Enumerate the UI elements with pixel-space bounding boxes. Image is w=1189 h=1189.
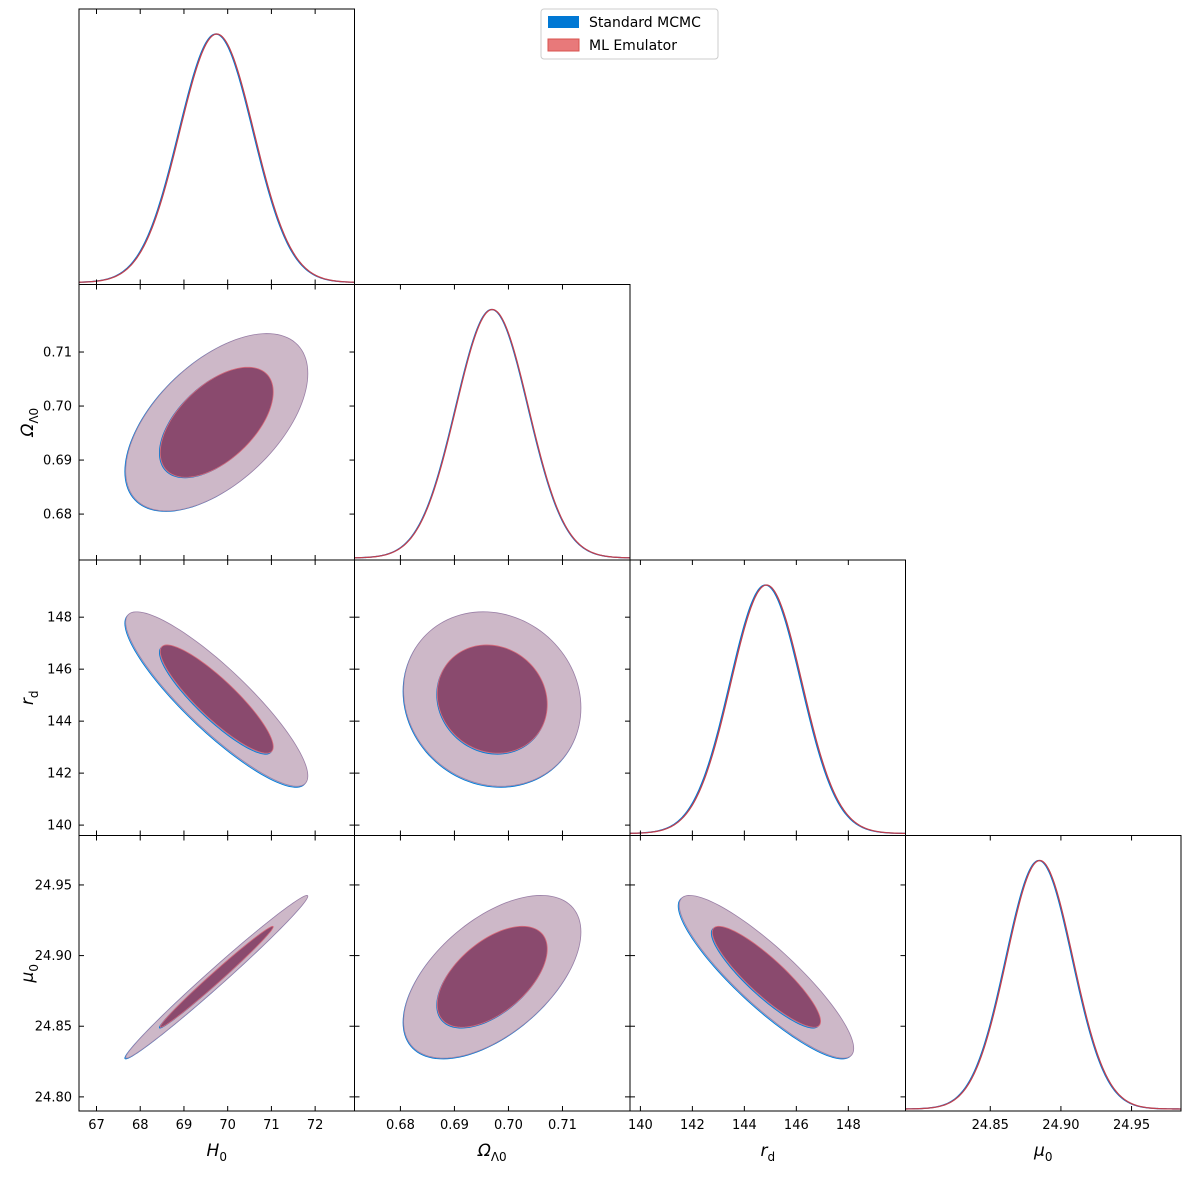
xtick-label-OmegaL0-3: 0.71	[548, 1118, 577, 1133]
ytick-label-mu0-0: 24.80	[35, 1090, 72, 1105]
marginal-H0-ml-emulator	[78, 33, 355, 283]
xtick-label-mu0-1: 24.90	[1042, 1118, 1079, 1133]
panel-mu0-vs-H0	[78, 835, 355, 1112]
xtick-label-mu0-0: 24.85	[972, 1118, 1009, 1133]
frame-rd-vs-rd	[629, 559, 906, 836]
marginal-H0-standard-mcmc	[78, 33, 355, 283]
ytick-label-rd-1: 142	[47, 767, 72, 782]
panel-mu0-vs-mu0	[905, 835, 1182, 1112]
ylabel-rd: rd	[18, 690, 41, 705]
xtick-label-H0-3: 70	[219, 1118, 236, 1133]
xtick-label-rd-3: 146	[784, 1118, 809, 1133]
ytick-label-mu0-1: 24.85	[35, 1020, 72, 1035]
panel-mu0-vs-OmegaL0	[354, 835, 631, 1112]
legend-frame	[540, 8, 719, 60]
marginal-mu0-standard-mcmc	[905, 859, 1181, 1110]
ytick-label-OmegaL0-1: 0.69	[43, 454, 72, 469]
legend-label-ml-emulator: ML Emulator	[589, 38, 677, 54]
ylabel-OmegaL0: ΩΛ0	[18, 408, 41, 438]
marginal-OmegaL0-ml-emulator	[354, 308, 631, 559]
contour-OmegaL0-vs-H0-68-ml-emulator	[159, 366, 274, 478]
xtick-label-rd-0: 140	[628, 1118, 653, 1133]
legend-swatch-ml-emulator	[547, 38, 580, 52]
xtick-label-H0-1: 68	[132, 1118, 149, 1133]
xtick-label-H0-4: 71	[263, 1118, 280, 1133]
frame-OmegaL0-vs-OmegaL0	[354, 284, 631, 561]
marginal-rd-standard-mcmc	[629, 584, 906, 835]
marginal-rd-ml-emulator	[629, 584, 906, 835]
panel-OmegaL0-vs-H0	[78, 284, 355, 561]
xlabel-OmegaL0: ΩΛ0	[477, 1141, 507, 1164]
xtick-label-mu0-2: 24.95	[1113, 1118, 1150, 1133]
panel-H0-vs-H0	[78, 8, 355, 285]
xlabel-H0: H0	[207, 1141, 227, 1164]
ytick-label-OmegaL0-0: 0.68	[43, 508, 72, 523]
xlabel-rd: rd	[760, 1141, 775, 1164]
axis-labels: 67 68 69 70 71 72 H0 0.68 0.69 0.70 0.71 ΩΛ0 140 142 1…	[18, 346, 1150, 1164]
marginal-OmegaL0-standard-mcmc	[354, 308, 631, 559]
panel-rd-vs-rd	[629, 559, 906, 836]
panel-OmegaL0-vs-OmegaL0	[354, 284, 631, 561]
panel-rd-vs-OmegaL0	[354, 559, 631, 836]
ytick-label-rd-4: 148	[47, 611, 72, 626]
xtick-label-OmegaL0-1: 0.69	[440, 1118, 469, 1133]
ytick-label-OmegaL0-2: 0.70	[43, 400, 72, 415]
ytick-label-rd-2: 144	[47, 715, 72, 730]
xtick-label-OmegaL0-0: 0.68	[386, 1118, 415, 1133]
xtick-label-rd-2: 144	[732, 1118, 757, 1133]
xtick-label-OmegaL0-2: 0.70	[494, 1118, 523, 1133]
legend-swatch-standard-mcmc	[548, 16, 579, 28]
xtick-label-H0-2: 69	[176, 1118, 193, 1133]
frame-mu0-vs-mu0	[905, 835, 1182, 1112]
legend: Standard MCMC ML Emulator	[540, 8, 719, 60]
ytick-label-rd-0: 140	[47, 819, 72, 834]
contour-rd-vs-H0-68-ml-emulator	[159, 644, 274, 754]
contour-mu0-vs-H0-68-ml-emulator	[159, 925, 274, 1028]
ylabel-mu0: μ0	[18, 964, 41, 983]
frame-H0-vs-H0	[78, 8, 355, 285]
xtick-label-H0-0: 67	[88, 1118, 105, 1133]
xtick-label-rd-1: 142	[680, 1118, 705, 1133]
marginal-mu0-ml-emulator	[905, 859, 1181, 1110]
contour-mu0-vs-OmegaL0-68-ml-emulator	[436, 925, 548, 1028]
panels-layer: 67 68 69 70 71 72 H0 0.68 0.69 0.70 0.71 ΩΛ0 140 142 1…	[18, 8, 1182, 1164]
contour-mu0-vs-rd-68-ml-emulator	[711, 925, 821, 1028]
contour-rd-vs-OmegaL0-68-ml-emulator	[436, 644, 548, 754]
ytick-label-mu0-2: 24.90	[35, 949, 72, 964]
xtick-label-rd-4: 148	[836, 1118, 861, 1133]
ytick-label-OmegaL0-3: 0.71	[43, 346, 72, 361]
panel-rd-vs-H0	[78, 559, 355, 836]
legend-label-standard-mcmc: Standard MCMC	[589, 15, 701, 31]
xlabel-mu0: μ0	[1033, 1141, 1052, 1164]
xtick-label-H0-5: 72	[307, 1118, 324, 1133]
ytick-label-mu0-3: 24.95	[35, 878, 72, 893]
panel-mu0-vs-rd	[629, 835, 906, 1112]
ytick-label-rd-3: 146	[47, 663, 72, 678]
